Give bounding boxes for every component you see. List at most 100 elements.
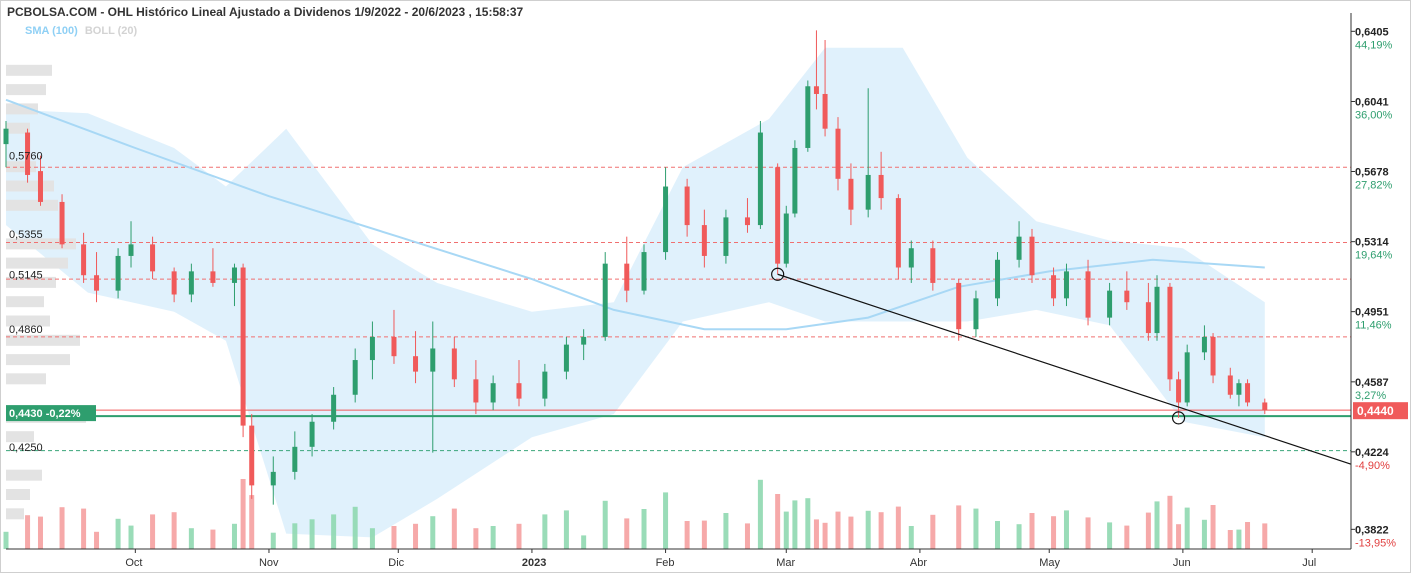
candle-body [490,383,496,403]
axes-layer: Oct Nov Dic 2023 Feb Mar Abr May Jun Jul 0,640544,… [6,13,1408,569]
chart-title: PCBOLSA.COM - OHL Histórico Lineal Ajust… [7,5,524,19]
candle-body [1236,383,1242,395]
x-tick-label: Jul [1302,557,1316,569]
volume-profile-bar [6,354,70,366]
x-tick-label: Oct [125,557,142,569]
volume-bar [757,479,763,549]
candle-body [744,217,750,226]
x-tick-label: Abr [910,557,927,569]
volume-bar [1145,512,1151,549]
candle-body [783,213,789,264]
volume-bar [1210,505,1216,549]
candle-body [684,186,690,226]
candle-body [25,132,31,175]
candle-body [1245,383,1251,403]
candle-body [701,225,707,256]
legend-boll[interactable]: BOLL (20) [84,25,138,37]
volume-bar [1154,501,1160,549]
volume-bar [1227,530,1233,549]
volume-bar [895,506,901,549]
volume-bar [1124,525,1130,549]
candle-body [210,271,216,283]
x-tick-label: Dic [388,557,404,569]
volume-bar [930,514,936,549]
candle-body [451,348,457,380]
volume-bar [150,514,156,549]
x-tick-label: Nov [259,557,279,569]
trendline-marker [1171,411,1186,425]
volume-bar [723,513,729,549]
y-percent-label: 27,82% [1355,179,1393,191]
volume-bar [413,523,419,549]
volume-profile-bar [6,238,76,250]
candle-body [602,263,608,337]
volume-bar [865,510,871,549]
candle-body [1016,236,1022,260]
candle-body [391,336,397,357]
bollinger-band [6,47,1265,538]
candle-body [1210,336,1216,376]
candle-body [352,360,358,395]
candle-body [3,128,9,145]
candle-body [835,128,841,179]
candle-body [171,271,177,295]
volume-bar [542,514,548,549]
left-level-label: 0,5355 [9,229,43,241]
candle-body [1085,271,1091,318]
candle-body [292,446,298,472]
volume-bar [231,523,237,549]
candle-body [895,198,901,268]
volume-profile-bar [6,64,52,76]
legend-sma[interactable]: SMA (100) [25,25,78,37]
y-price-label: 0,4224 [1355,447,1390,459]
candle-body [930,248,936,283]
volume-bar [744,523,750,549]
candle-body [430,348,436,372]
volume-bar [973,508,979,549]
volume-bar [624,518,630,549]
volume-bar [1107,522,1113,549]
reference-price-label: 0,4430 -0,22% [9,408,81,420]
volume-bar [331,514,337,549]
candle-body [188,271,194,295]
y-percent-label: 36,00% [1355,109,1393,121]
candle-body [973,298,979,330]
legend: SMA (100) BOLL (20) [25,25,137,37]
y-percent-label: -13,95% [1355,537,1396,549]
candle-body [563,344,569,372]
sma-layer [5,98,1265,331]
x-tick-label: May [1039,557,1060,569]
candle-body [1107,290,1113,318]
volume-bar [1245,522,1251,549]
candle-body [757,132,763,226]
volume-bar [701,520,707,549]
volume-bar [391,526,397,549]
candle-body [115,255,121,291]
candle-body [1029,236,1035,276]
y-price-label: 0,3822 [1355,524,1389,536]
candle-body [516,383,522,399]
candle-body [249,425,255,486]
candle-body [331,394,337,422]
volume-profile-bar [6,373,46,385]
volume-bar [430,516,436,549]
left-level-label: 0,4860 [9,324,43,336]
volume-bars-layer [3,479,1268,549]
candle-body [542,371,548,399]
candle-body [723,217,729,256]
volume-bar [249,495,255,549]
volume-profile-bar [6,276,56,288]
volume-bar [309,519,315,549]
trendline-layer [771,267,1352,465]
candle-body [128,244,134,256]
candle-body [59,201,65,245]
y-price-label: 0,5314 [1355,237,1390,249]
volume-bar [473,528,479,549]
volume-profile-bar [6,334,80,346]
candle-body [81,244,87,276]
volume-bar [581,535,587,549]
candle-body [1176,379,1182,403]
y-percent-label: -4,90% [1355,460,1390,472]
x-tick-label: Mar [776,557,795,569]
candle-body [813,86,819,94]
